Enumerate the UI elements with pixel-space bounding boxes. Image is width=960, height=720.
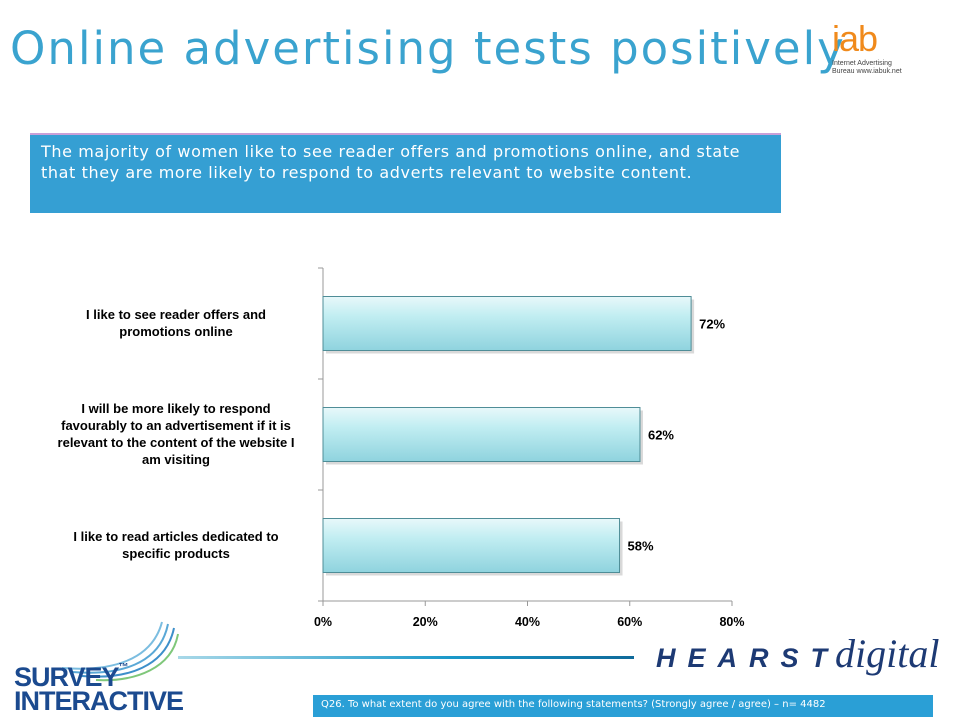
footer-bar: Q26. To what extent do you agree with th…: [313, 695, 933, 717]
category-label-line: specific products: [122, 546, 230, 561]
interactive-wordmark: INTERACTIVE: [14, 686, 184, 716]
swoosh-icon: [61, 621, 179, 682]
category-label-line: favourably to an advertisement if it is: [61, 418, 291, 433]
footer-divider: [178, 656, 634, 659]
hearst-digital-logo: HEARSTdigital: [656, 630, 939, 677]
x-tick-label: 0%: [314, 615, 332, 629]
bar: [322, 407, 641, 462]
iab-wordmark: iab: [832, 18, 878, 59]
x-tick-label: 20%: [413, 615, 438, 629]
x-tick-label: 80%: [719, 615, 744, 629]
category-label-line: I like to see reader offers and: [86, 307, 266, 322]
category-label-line: promotions online: [119, 324, 232, 339]
summary-text: The majority of women like to see reader…: [41, 142, 741, 182]
category-label: I like to read articles dedicated to spec…: [73, 529, 278, 561]
data-label: 62%: [648, 428, 674, 443]
category-label-line: am visiting: [142, 452, 210, 467]
page-title: Online advertising tests positively: [10, 22, 846, 75]
hearst-wordmark: HEARST: [656, 643, 840, 673]
survey-line1: SURVEY: [14, 662, 120, 692]
iab-tagline: Internet Advertising Bureau www.iabuk.ne…: [832, 60, 902, 76]
chart-plot-area: 0% 20% 40% 60% 80% 72% I like to see reader of…: [58, 267, 745, 629]
x-tick-label: 40%: [515, 615, 540, 629]
category-label-line: I like to read articles dedicated to: [73, 529, 278, 544]
category-label: I will be more likely to respond favourab…: [58, 401, 295, 467]
iab-logo: iab Internet Advertising Bureau www.iabu…: [832, 18, 932, 82]
data-label: 72%: [699, 317, 725, 332]
digital-wordmark: digital: [835, 631, 940, 676]
survey-question: Q26. To what extent do you agree with th…: [321, 699, 826, 710]
survey-wordmark: SURVEY™: [14, 662, 129, 693]
data-label: 58%: [628, 539, 654, 554]
summary-banner: The majority of women like to see reader…: [30, 133, 781, 213]
bar: [322, 296, 692, 351]
category-label-line: I will be more likely to respond: [81, 401, 270, 416]
x-tick-label: 60%: [617, 615, 642, 629]
category-label: I like to see reader offers and promotion…: [86, 307, 266, 339]
bar: [322, 518, 621, 573]
iab-tagline-line1: Internet Advertising: [832, 60, 892, 67]
survey-interactive-logo: SURVEY™ INTERACTIVE: [12, 620, 184, 716]
iab-tagline-line2: Bureau www.iabuk.net: [832, 68, 902, 75]
survey-tm: ™: [118, 662, 129, 673]
category-label-line: relevant to the content of the website I: [58, 435, 295, 450]
